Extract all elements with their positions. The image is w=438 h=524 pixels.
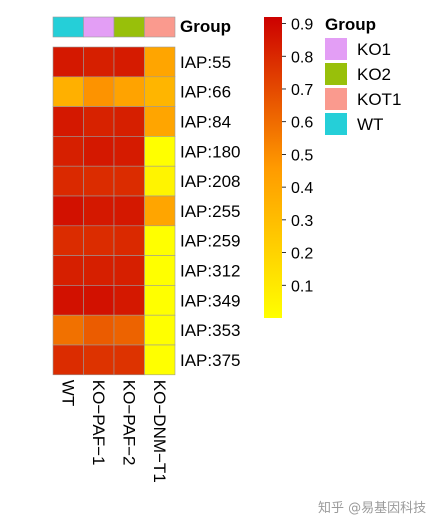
group-annotation-cell: [52, 16, 84, 38]
group-annotation-bar: [52, 16, 176, 38]
heatmap-cell: [113, 314, 145, 346]
row-label: IAP:259: [180, 232, 241, 251]
heatmap-cell: [83, 136, 115, 167]
heatmap-cell: [52, 46, 84, 78]
heatmap-cell: [83, 285, 115, 316]
group-annotation-cell: [113, 16, 145, 38]
row-label: IAP:255: [180, 202, 241, 221]
color-scale-tick-label: 0.7: [291, 82, 313, 99]
legend-label: KOT1: [357, 90, 401, 109]
column-label: KO−PAF−2: [119, 380, 138, 466]
heatmap-cell: [52, 195, 84, 227]
legend-swatch: [325, 38, 347, 60]
color-scale-tick-label: 0.5: [291, 147, 313, 164]
heatmap-cell: [52, 106, 84, 137]
row-label: IAP:312: [180, 262, 241, 281]
heatmap-cell: [144, 314, 176, 346]
heatmap-cell: [144, 285, 176, 316]
group-legend-title: Group: [325, 15, 376, 34]
heatmap-cell: [83, 165, 115, 197]
row-label: IAP:180: [180, 142, 241, 161]
heatmap-cell: [144, 136, 176, 167]
heatmap-cell: [144, 344, 176, 376]
heatmap-cell: [52, 314, 84, 346]
heatmap-cell: [144, 195, 176, 227]
heatmap-cell: [52, 344, 84, 376]
heatmap-cell: [144, 255, 176, 286]
group-annotation-title: Group: [180, 17, 231, 36]
color-scale-tick-label: 0.3: [291, 213, 313, 230]
heatmap-cell: [52, 255, 84, 286]
group-legend: KO1 KO2 KOT1 WT: [325, 38, 401, 135]
row-label: IAP:66: [180, 83, 231, 102]
color-scale-tick-label: 0.2: [291, 246, 313, 263]
heatmap-cell: [52, 225, 84, 256]
heatmap-cell: [144, 225, 176, 256]
legend-label: KO1: [357, 40, 391, 59]
row-labels: IAP:55 IAP:66 IAP:84 IAP:180 IAP:208 IAP:255 I…: [180, 53, 241, 370]
color-scale-ticks: 0.1 0.2 0.3 0.4 0.5 0.6 0.7 0.8 0.9: [282, 17, 313, 295]
watermark-text: 知乎 @易基因科技: [318, 501, 427, 516]
heatmap-cell: [52, 285, 84, 316]
legend-label: WT: [357, 115, 383, 134]
heatmap-cell: [113, 344, 145, 376]
heatmap-cell: [144, 165, 176, 197]
color-scale-tick-label: 0.6: [291, 115, 313, 132]
heatmap-cell: [113, 76, 145, 107]
heatmap-cell: [113, 165, 145, 197]
heatmap-cell: [83, 255, 115, 286]
heatmap-cell: [83, 195, 115, 227]
heatmap-cell: [83, 106, 115, 137]
color-scale-bar: [264, 17, 282, 318]
legend-swatch: [325, 88, 347, 110]
heatmap-cell: [52, 165, 84, 197]
heatmap-cell: [144, 76, 176, 107]
heatmap-cell: [144, 106, 176, 137]
column-label: KO−PAF−1: [89, 380, 108, 466]
heatmap-cell: [144, 46, 176, 78]
heatmap-cell: [52, 76, 84, 107]
row-label: IAP:375: [180, 351, 241, 370]
heatmap-cell: [83, 225, 115, 256]
group-annotation-cell: [83, 16, 115, 38]
row-label: IAP:353: [180, 321, 241, 340]
color-scale-tick-label: 0.9: [291, 17, 313, 34]
column-label: KO−DNM−T1: [150, 380, 169, 483]
row-label: IAP:84: [180, 113, 231, 132]
color-scale-tick-label: 0.4: [291, 180, 313, 197]
heatmap-cell: [83, 314, 115, 346]
heatmap-cell: [113, 136, 145, 167]
row-label: IAP:208: [180, 172, 241, 191]
legend-label: KO2: [357, 65, 391, 84]
column-label: WT: [58, 380, 77, 406]
heatmap-cell: [113, 255, 145, 286]
row-label: IAP:55: [180, 53, 231, 72]
color-scale-tick-label: 0.1: [291, 278, 313, 295]
heatmap-cell: [52, 136, 84, 167]
row-label: IAP:349: [180, 291, 241, 310]
heatmap-cell: [113, 285, 145, 316]
group-annotation-cell: [144, 16, 176, 38]
heatmap-cell: [83, 46, 115, 78]
legend-swatch: [325, 113, 347, 135]
heatmap-cell: [113, 106, 145, 137]
legend-swatch: [325, 63, 347, 85]
heatmap-cell: [113, 195, 145, 227]
heatmap-cell: [83, 344, 115, 376]
color-scale-tick-label: 0.8: [291, 49, 313, 66]
heatmap-cell: [113, 46, 145, 78]
heatmap-cells: [52, 46, 176, 376]
column-labels: WT KO−PAF−1 KO−PAF−2 KO−DNM−T1: [58, 380, 169, 483]
heatmap-cell: [113, 225, 145, 256]
heatmap-cell: [83, 76, 115, 107]
